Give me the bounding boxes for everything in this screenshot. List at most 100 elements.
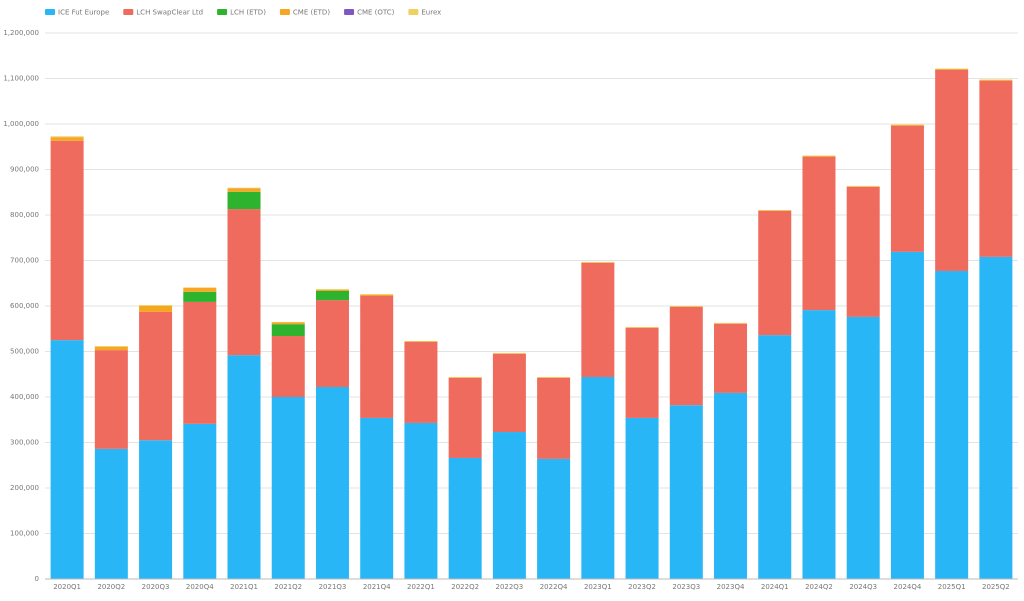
- x-tick-label: 2022Q3: [495, 583, 523, 591]
- x-tick-label: 2021Q2: [274, 583, 302, 591]
- bar-segment: [979, 256, 1013, 579]
- y-tick-label: 0: [35, 575, 39, 583]
- bar-segment: [139, 311, 173, 441]
- bar-segment: [935, 69, 969, 271]
- bar-segment: [537, 377, 571, 459]
- bar-segment: [404, 341, 438, 423]
- legend-label: LCH (ETD): [230, 9, 266, 17]
- bar-segment: [360, 294, 394, 296]
- y-tick-label: 1,100,000: [3, 75, 39, 83]
- bar-segment: [492, 353, 526, 433]
- bar-segment: [890, 251, 924, 580]
- bar-segment: [846, 186, 880, 317]
- bar-segment: [669, 405, 703, 579]
- bar-segment: [537, 458, 571, 579]
- bar-segment: [315, 300, 349, 387]
- bar-segment: [979, 80, 1013, 257]
- bar-segment: [271, 336, 305, 397]
- x-tick-label: 2024Q2: [805, 583, 833, 591]
- bar-segment: [758, 335, 792, 579]
- bar-segment: [227, 191, 261, 210]
- bar-segment: [94, 350, 128, 449]
- y-tick-label: 800,000: [10, 211, 39, 219]
- bar-segment: [139, 440, 173, 579]
- legend-swatch: [408, 9, 419, 15]
- bar-segment: [227, 188, 261, 192]
- bar-segment: [94, 448, 128, 579]
- bar-segment: [758, 210, 792, 336]
- y-tick-label: 700,000: [10, 257, 39, 265]
- bar-segment: [448, 457, 482, 579]
- y-tick-label: 300,000: [10, 439, 39, 447]
- x-tick-label: 2020Q2: [97, 583, 125, 591]
- bar-segment: [581, 376, 615, 579]
- bar-segment: [139, 306, 173, 312]
- x-tick-label: 2020Q3: [142, 583, 170, 591]
- bar-segment: [183, 423, 217, 579]
- y-tick-label: 200,000: [10, 484, 39, 492]
- bar-segment: [183, 287, 217, 292]
- x-tick-label: 2024Q3: [849, 583, 877, 591]
- bar-segment: [935, 68, 969, 70]
- bar-segment: [890, 125, 924, 252]
- bar-segment: [890, 124, 924, 126]
- bar-segment: [139, 305, 173, 306]
- bar-segment: [714, 392, 748, 579]
- bar-segment: [802, 156, 836, 311]
- bar-segment: [271, 397, 305, 579]
- bar-segment: [50, 140, 84, 341]
- legend-label: CME (OTC): [357, 9, 395, 17]
- bar-segment: [802, 155, 836, 157]
- y-tick-label: 1,200,000: [3, 29, 39, 37]
- x-tick-label: 2023Q2: [628, 583, 656, 591]
- x-tick-label: 2021Q4: [363, 583, 391, 591]
- bar-segment: [227, 209, 261, 356]
- bar-segment: [315, 289, 349, 291]
- legend-swatch: [279, 9, 290, 15]
- x-tick-label: 2025Q2: [982, 583, 1010, 591]
- bar-segment: [669, 306, 703, 406]
- x-tick-label: 2020Q4: [186, 583, 214, 591]
- bar-segment: [50, 340, 84, 579]
- legend-swatch: [344, 9, 355, 15]
- legend-label: LCH SwapClear Ltd: [136, 9, 203, 17]
- bar-segment: [625, 327, 659, 418]
- bar-segment: [404, 422, 438, 579]
- x-tick-label: 2021Q3: [319, 583, 347, 591]
- bar-segment: [846, 316, 880, 579]
- x-tick-label: 2023Q4: [717, 583, 745, 591]
- bar-segment: [227, 355, 261, 579]
- bar-segment: [492, 432, 526, 579]
- y-tick-label: 500,000: [10, 348, 39, 356]
- bar-segment: [802, 310, 836, 579]
- bar-segment: [271, 322, 305, 325]
- legend-swatch: [45, 9, 55, 15]
- y-tick-label: 1,000,000: [3, 120, 39, 128]
- y-tick-label: 400,000: [10, 393, 39, 401]
- bar-segment: [315, 290, 349, 301]
- bar-segment: [50, 136, 84, 138]
- x-tick-label: 2025Q1: [938, 583, 966, 591]
- x-tick-label: 2022Q2: [451, 583, 479, 591]
- x-tick-label: 2024Q4: [894, 583, 922, 591]
- bar-segment: [315, 386, 349, 579]
- bar-segment: [183, 301, 217, 424]
- bar-segment: [581, 262, 615, 377]
- x-tick-label: 2022Q1: [407, 583, 435, 591]
- y-tick-label: 600,000: [10, 302, 39, 310]
- y-tick-label: 900,000: [10, 166, 39, 174]
- x-tick-label: 2021Q1: [230, 583, 258, 591]
- x-tick-label: 2023Q1: [584, 583, 612, 591]
- bar-segment: [94, 346, 128, 347]
- legend-swatch: [123, 9, 134, 15]
- legend-label: CME (ETD): [293, 9, 330, 17]
- x-tick-label: 2023Q3: [672, 583, 700, 591]
- bar-segment: [271, 324, 305, 337]
- y-tick-label: 100,000: [10, 530, 39, 538]
- x-tick-label: 2020Q1: [53, 583, 81, 591]
- bar-segment: [625, 417, 659, 579]
- bar-segment: [714, 323, 748, 393]
- x-tick-label: 2022Q4: [540, 583, 568, 591]
- bar-segment: [448, 377, 482, 458]
